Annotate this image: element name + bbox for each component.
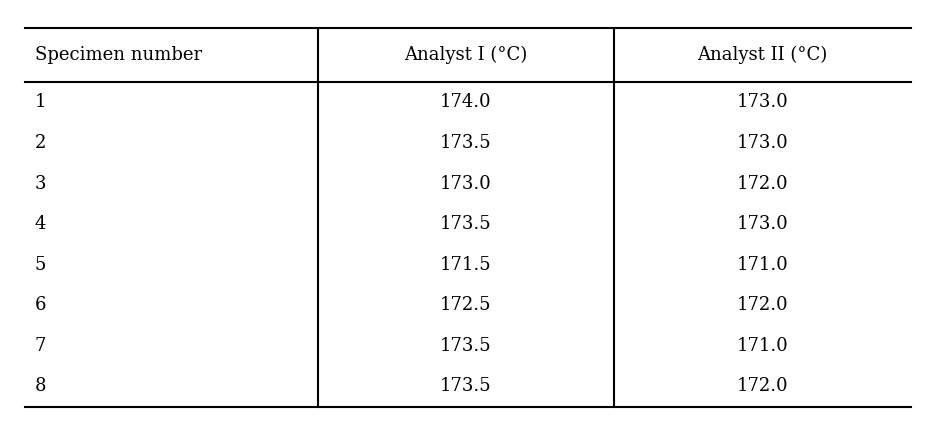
Text: 7: 7 <box>35 337 46 355</box>
Text: 6: 6 <box>35 296 46 314</box>
Text: 173.5: 173.5 <box>440 215 491 233</box>
Text: 173.0: 173.0 <box>737 134 788 152</box>
Text: 173.0: 173.0 <box>737 93 788 111</box>
Text: 173.5: 173.5 <box>440 134 491 152</box>
Text: 173.0: 173.0 <box>737 215 788 233</box>
Text: 172.0: 172.0 <box>737 175 788 193</box>
Text: Analyst I (°C): Analyst I (°C) <box>404 46 527 64</box>
Text: 173.5: 173.5 <box>440 337 491 355</box>
Text: 171.0: 171.0 <box>737 256 788 274</box>
Text: 3: 3 <box>35 175 46 193</box>
Text: 4: 4 <box>35 215 46 233</box>
Text: Specimen number: Specimen number <box>35 46 202 64</box>
Text: 8: 8 <box>35 378 46 395</box>
Text: 5: 5 <box>35 256 46 274</box>
Text: Analyst II (°C): Analyst II (°C) <box>697 46 827 64</box>
Text: 172.0: 172.0 <box>737 296 788 314</box>
Text: 172.5: 172.5 <box>440 296 491 314</box>
Text: 173.0: 173.0 <box>440 175 491 193</box>
Text: 171.0: 171.0 <box>737 337 788 355</box>
Text: 173.5: 173.5 <box>440 378 491 395</box>
Text: 174.0: 174.0 <box>440 93 491 111</box>
Text: 171.5: 171.5 <box>440 256 491 274</box>
Text: 2: 2 <box>35 134 46 152</box>
Text: 1: 1 <box>35 93 46 111</box>
Text: 172.0: 172.0 <box>737 378 788 395</box>
